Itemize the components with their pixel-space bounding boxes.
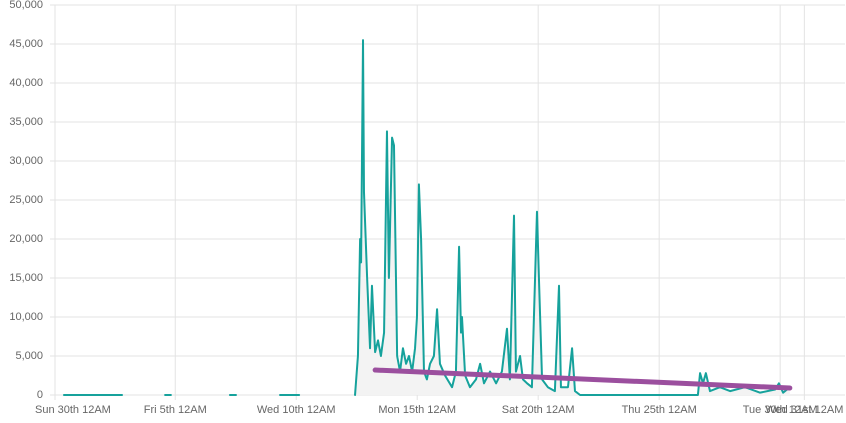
y-tick-label: 25,000 (9, 194, 43, 206)
y-tick-label: 40,000 (9, 77, 43, 89)
x-tick-label: Thu 25th 12AM (622, 404, 697, 416)
y-tick-label: 15,000 (9, 272, 43, 284)
x-tick-label: Sun 30th 12AM (35, 404, 111, 416)
x-tick-label: Tue 30th 12AM (743, 404, 818, 416)
line (372, 367, 793, 391)
x-tick-label: Fri 5th 12AM (144, 404, 207, 416)
y-tick-label: 10,000 (9, 311, 43, 323)
y-tick-label: 35,000 (9, 116, 43, 128)
x-tick-label: Wed 31st 12AM (765, 404, 843, 416)
y-tick-label: 5,000 (15, 350, 43, 362)
y-tick-label: 0 (37, 389, 43, 401)
x-tick-label: Sat 20th 12AM (502, 404, 575, 416)
line (354, 39, 791, 396)
y-tick-label: 20,000 (9, 233, 43, 245)
y-tick-label: 50,000 (9, 0, 43, 11)
x-tick-label: Mon 15th 12AM (378, 404, 456, 416)
x-tick-label: Wed 10th 12AM (257, 404, 336, 416)
y-tick-label: 45,000 (9, 38, 43, 50)
y-tick-label: 30,000 (9, 155, 43, 167)
